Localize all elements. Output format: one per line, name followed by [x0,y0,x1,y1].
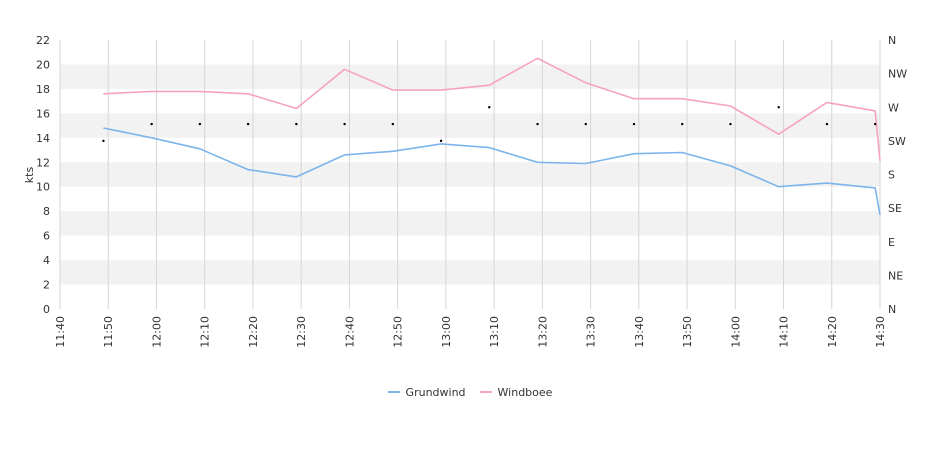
x-tick-label: 13:40 [633,316,646,348]
series-line-windboee [103,57,881,162]
direction-point [102,139,105,143]
x-tick-label: 13:50 [681,316,694,348]
y-tick-label: 12 [36,156,50,169]
y-tick-label: 20 [36,58,50,71]
y-tick-label: 6 [43,230,50,243]
direction-point [873,122,877,126]
y-tick-label: 2 [43,279,50,292]
direction-point [536,122,539,126]
direction-tick-label: N [888,34,896,47]
direction-point [681,122,684,126]
x-tick-label: 13:00 [440,316,453,348]
x-tick-label: 14:00 [729,316,742,348]
y-tick-label: 22 [36,34,50,47]
direction-point [246,122,250,126]
legend-item-grundwind[interactable]: Grundwind [387,386,466,399]
direction-tick-label: W [888,101,899,114]
direction-point [150,122,153,126]
plot-band [60,162,880,187]
direction-tick-label: NW [888,68,907,81]
y-axis-label: kts [23,167,36,184]
legend: Grundwind Windboee [0,386,940,399]
direction-tick-label: SE [888,202,902,215]
x-tick-label: 13:30 [585,316,598,348]
direction-point [488,106,491,109]
plot-bands [60,64,880,285]
plot-band [60,260,880,285]
legend-label: Windboee [497,386,553,399]
x-tick-label: 12:40 [343,316,356,348]
plot-band [60,211,880,236]
x-tick-label: 11:50 [102,316,115,348]
x-tick-label: 11:40 [54,316,67,348]
direction-points [102,106,877,143]
direction-point [632,122,636,126]
direction-point [198,122,202,126]
direction-point [343,122,346,126]
direction-point [295,122,298,126]
legend-label: Grundwind [405,386,466,399]
direction-point [391,122,395,126]
x-tick-label: 14:20 [826,316,839,348]
x-tick-label: 13:10 [488,316,501,348]
direction-point [777,106,780,109]
y-tick-label: 8 [43,205,50,218]
y-tick-label: 18 [36,83,50,96]
x-tick-label: 14:10 [778,316,791,348]
direction-axis-ticks: N NE E SE S SW W NW N [888,34,907,316]
direction-tick-label: N [888,303,896,316]
direction-tick-label: SW [888,135,906,148]
direction-point [825,122,829,126]
y-axis-ticks: 0 2 4 6 8 10 12 14 16 18 20 22 [36,34,50,316]
direction-tick-label: NE [888,269,903,282]
legend-item-windboee[interactable]: Windboee [479,386,553,399]
y-tick-label: 16 [36,107,50,120]
series-line-grundwind [103,127,881,215]
x-tick-label: 12:00 [150,316,163,348]
legend-swatch [387,391,400,393]
series-lines [103,57,881,215]
x-tick-label: 12:20 [247,316,260,348]
y-tick-label: 14 [36,132,50,145]
y-tick-label: 0 [43,303,50,316]
x-axis-ticks: 11:40 11:50 12:00 12:10 12:20 12:30 12:40 12:50… [54,316,887,348]
y-tick-label: 10 [36,181,50,194]
legend-swatch [479,391,492,393]
direction-tick-label: E [888,236,895,249]
direction-point [584,122,587,126]
x-tick-label: 13:20 [536,316,549,348]
x-tick-label: 12:10 [199,316,212,348]
y-tick-label: 4 [43,254,50,267]
x-tick-label: 12:50 [392,316,405,348]
direction-tick-label: S [888,169,895,182]
x-tick-label: 12:30 [295,316,308,348]
x-tick-label: 14:30 [874,316,887,348]
plot-band [60,113,880,138]
direction-point [729,122,732,126]
plot-band [60,64,880,89]
direction-point [439,139,443,143]
